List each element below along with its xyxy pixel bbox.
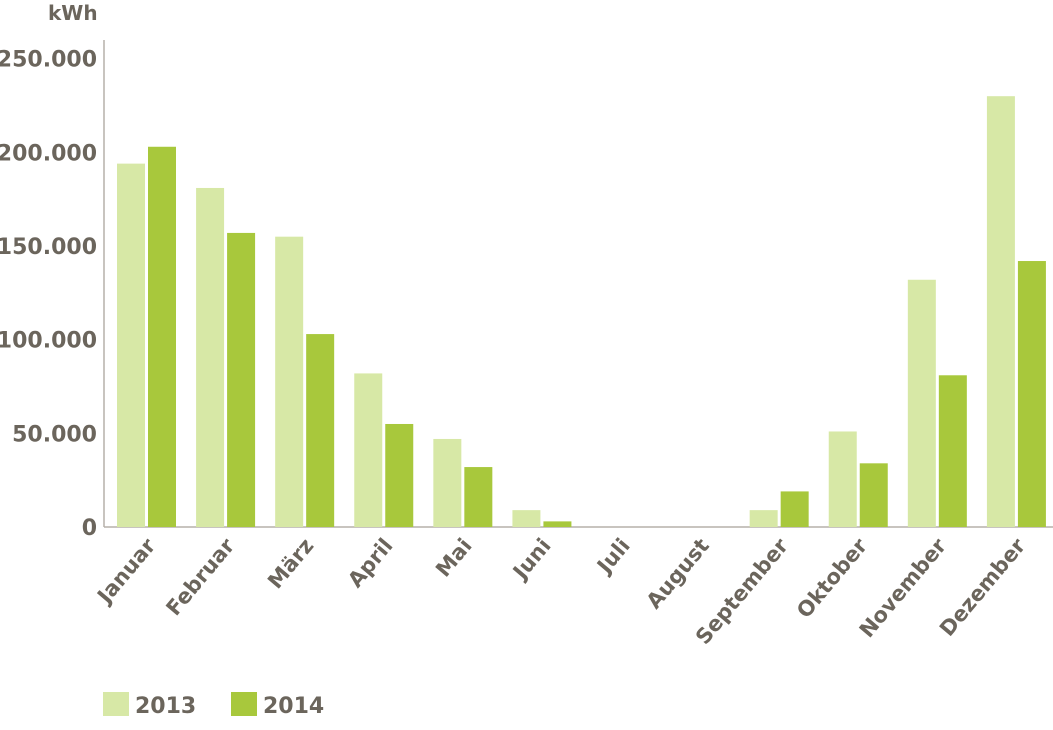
y-tick-label: 250.000 [0,48,97,73]
bar-2014-März [306,334,335,527]
x-tick-label: März [263,534,318,594]
x-tick-label: Juni [507,534,556,585]
legend-swatch-2014 [231,692,257,716]
y-axis-unit-label: kWh [48,1,98,25]
bar-2013-Dezember [986,96,1015,527]
bar-2014-September [780,491,809,527]
y-tick-label: 100.000 [0,329,97,354]
legend-swatch-2013 [103,692,129,716]
bar-2013-Mai [433,438,462,527]
x-tick-label: Oktober [792,533,872,622]
y-axis-ticks: 0 50.000 100.000 150.000 200.000 250.000 [0,48,97,541]
x-tick-label: August [642,534,714,614]
bar-2013-April [354,373,383,527]
bar-2013-Januar [117,163,145,527]
legend-label-2014: 2014 [263,694,324,719]
bar-2013-November [907,279,936,527]
y-tick-label: 150.000 [0,235,97,260]
bars [117,96,1046,527]
bar-2014-April [385,423,414,527]
legend-label-2013: 2013 [135,694,196,719]
x-tick-label: April [343,534,397,592]
x-tick-label: Mai [431,534,477,582]
y-tick-label: 0 [82,516,97,541]
y-tick-label: 50.000 [12,422,97,447]
bar-2014-Februar [227,232,256,527]
x-tick-label: Februar [162,533,240,620]
legend: 2013 2014 [103,692,324,719]
bar-2013-Februar [196,187,225,527]
bar-2014-November [938,375,967,527]
y-tick-label: 200.000 [0,141,97,166]
x-tick-label: Januar [92,533,161,609]
bar-2014-Dezember [1017,261,1046,527]
bar-2014-Juni [543,521,572,527]
bar-2013-September [749,510,778,527]
bar-2014-Mai [464,467,493,527]
bar-2014-Januar [148,146,176,527]
bar-2013-März [275,236,304,527]
bar-2013-Juni [512,510,541,527]
bar-2014-Oktober [859,463,888,527]
bar-2013-Oktober [828,431,857,527]
x-axis-ticks: Januar Februar März April Mai Juni Juli AugustS… [92,533,1031,649]
x-tick-label: Juli [591,534,635,579]
